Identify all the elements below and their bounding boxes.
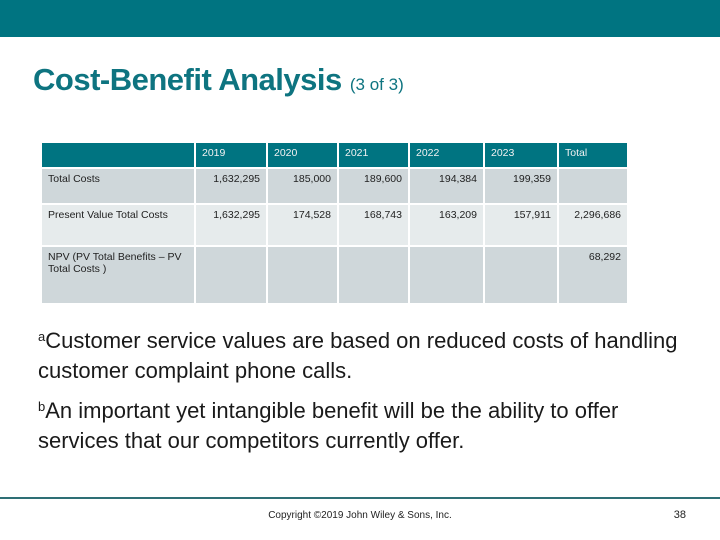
- table-cell: [196, 247, 266, 303]
- row-label: Present Value Total Costs: [42, 205, 194, 245]
- cost-benefit-table: 2019 2020 2021 2022 2023 Total Total Cos…: [40, 141, 629, 305]
- footnote-a: aCustomer service values are based on re…: [38, 322, 678, 386]
- table-cell: 168,743: [339, 205, 408, 245]
- table-cell: 194,384: [410, 169, 483, 203]
- header-cell: 2019: [196, 143, 266, 167]
- footnote-text: An important yet intangible benefit will…: [38, 398, 619, 453]
- table-cell: 163,209: [410, 205, 483, 245]
- page-number: 38: [673, 509, 686, 521]
- footer-divider: [0, 497, 720, 499]
- header-cell: Total: [559, 143, 627, 167]
- table-cell: [485, 247, 557, 303]
- table-cell: 185,000: [268, 169, 337, 203]
- header-cell: 2022: [410, 143, 483, 167]
- table-cell: [339, 247, 408, 303]
- table-cell: 68,292: [559, 247, 627, 303]
- row-label: Total Costs: [42, 169, 194, 203]
- table-cell: 1,632,295: [196, 205, 266, 245]
- top-banner: [0, 0, 720, 37]
- footnote-marker: a: [38, 329, 46, 344]
- table-header-row: 2019 2020 2021 2022 2023 Total: [42, 143, 627, 167]
- table-cell: [559, 169, 627, 203]
- header-cell: [42, 143, 194, 167]
- table-cell: 1,632,295: [196, 169, 266, 203]
- title-text: Cost-Benefit Analysis: [33, 62, 342, 97]
- footnote-text: Customer service values are based on red…: [38, 328, 678, 383]
- header-cell: 2021: [339, 143, 408, 167]
- header-cell: 2023: [485, 143, 557, 167]
- table-cell: 174,528: [268, 205, 337, 245]
- footnotes: aCustomer service values are based on re…: [38, 322, 678, 462]
- table-row: NPV (PV Total Benefits – PV Total Costs …: [42, 247, 627, 303]
- header-cell: 2020: [268, 143, 337, 167]
- table-row: Present Value Total Costs 1,632,295 174,…: [42, 205, 627, 245]
- table-row: Total Costs 1,632,295 185,000 189,600 19…: [42, 169, 627, 203]
- table-cell: 199,359: [485, 169, 557, 203]
- title-subtitle: (3 of 3): [349, 75, 404, 94]
- footnote-b: bAn important yet intangible benefit wil…: [38, 392, 678, 456]
- table-cell: 2,296,686: [559, 205, 627, 245]
- slide-title: Cost-Benefit Analysis (3 of 3): [33, 62, 404, 98]
- table-cell: [268, 247, 337, 303]
- table-cell: 189,600: [339, 169, 408, 203]
- footnote-marker: b: [38, 399, 46, 414]
- table-cell: 157,911: [485, 205, 557, 245]
- copyright-text: Copyright ©2019 John Wiley & Sons, Inc.: [268, 510, 452, 521]
- table-cell: [410, 247, 483, 303]
- row-label: NPV (PV Total Benefits – PV Total Costs …: [42, 247, 194, 303]
